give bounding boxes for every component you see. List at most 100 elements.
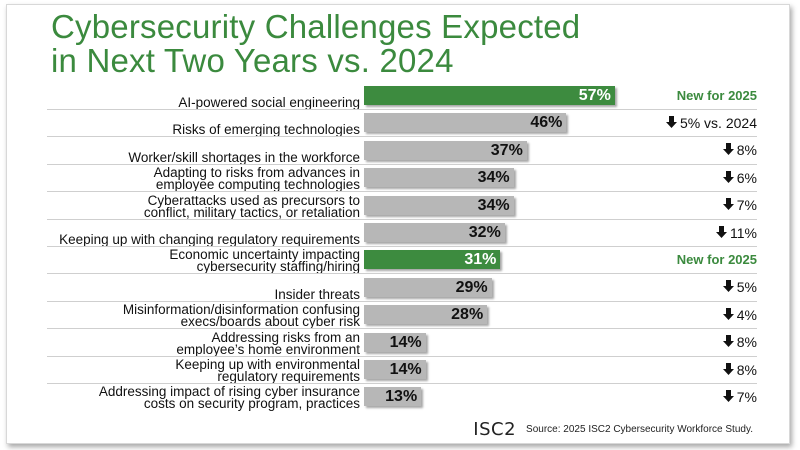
category-label: Cyberattacks used as precursors to confli… — [47, 192, 360, 219]
chart-row: Risks of emerging technologies 46% 5% vs. … — [47, 109, 757, 138]
category-label: Keeping up with environmental regulatory … — [47, 356, 360, 384]
page-title: Cybersecurity Challenges Expected in Nex… — [51, 10, 580, 78]
category-label-line: Addressing impact of rising cyber insura… — [98, 384, 360, 400]
change-vs-2024: 4% — [722, 301, 757, 328]
category-label: Misinformation/disinformation confusing e… — [47, 301, 360, 330]
chart-row: Economic uncertainty impacting cybersecur… — [47, 246, 757, 275]
change-vs-2024: 5% vs. 2024 — [665, 109, 757, 136]
category-label: Worker/skill shortages in the workforce — [47, 137, 360, 165]
chart-row: Worker/skill shortages in the workforce 3… — [47, 137, 757, 165]
bar-value-label: 34% — [477, 169, 510, 187]
category-label-line: Cyberattacks used as precursors to — [147, 192, 360, 208]
title-line-2: in Next Two Years vs. 2024 — [51, 42, 454, 79]
bar-value-label: 13% — [385, 388, 418, 406]
change-text: New for 2025 — [676, 252, 757, 268]
category-label: Keeping up with changing regulatory requ… — [47, 219, 360, 247]
arrow-down-icon — [722, 389, 734, 405]
chart-row: Addressing risks from an employee’s home … — [47, 329, 757, 357]
row-divider — [47, 300, 757, 302]
category-label-line: Risks of emerging technologies — [172, 122, 360, 138]
change-vs-2024: 7% — [722, 192, 757, 219]
row-divider — [47, 383, 757, 384]
change-vs-2024: New for 2025 — [677, 82, 757, 109]
bar — [364, 332, 426, 352]
category-label-line: Keeping up with environmental — [175, 357, 360, 372]
bar-value-label: 57% — [578, 87, 611, 104]
arrow-down-icon — [722, 170, 734, 186]
row-divider — [47, 218, 757, 220]
category-label: Addressing impact of rising cyber insura… — [47, 383, 360, 411]
category-label: Risks of emerging technologies — [47, 109, 360, 138]
source-note: Source: 2025 ISC2 Cybersecurity Workforc… — [526, 424, 753, 435]
bar — [364, 250, 501, 270]
chart-row: Keeping up with changing regulatory requ… — [47, 219, 757, 247]
bar-value-label: 14% — [389, 333, 422, 351]
row-divider — [47, 355, 757, 357]
change-text: 8% — [736, 361, 757, 378]
arrow-down-icon — [716, 225, 728, 241]
change-vs-2024: 11% — [716, 219, 757, 246]
change-vs-2024: New for 2025 — [677, 246, 757, 273]
change-vs-2024: 5% — [722, 274, 757, 301]
category-label-line: execs/boards about cyber risk — [180, 314, 360, 330]
arrow-down-icon — [722, 362, 734, 378]
bar-value-label: 46% — [530, 114, 563, 132]
category-label: Addressing risks from an employee’s home … — [47, 329, 360, 356]
category-label: AI-powered social engineering — [47, 82, 360, 110]
bar — [364, 387, 422, 407]
bar — [364, 277, 492, 297]
category-label: Adapting to risks from advances in employ… — [47, 164, 360, 193]
chart-row: AI-powered social engineering 57% New for … — [47, 82, 757, 110]
category-label-line: employee’s home environment — [176, 341, 360, 357]
change-text: 8% — [736, 142, 757, 159]
row-divider — [47, 163, 757, 165]
bar-value-label: 28% — [451, 306, 484, 324]
change-text: 5% vs. 2024 — [679, 114, 757, 131]
change-vs-2024: 8% — [722, 137, 757, 164]
category-label-line: employee computing technologies — [155, 177, 360, 193]
category-label-line: Insider threats — [274, 286, 360, 302]
category-label-line: Keeping up with changing regulatory requ… — [59, 232, 360, 247]
arrow-down-icon — [722, 279, 734, 295]
category-label: Insider threats — [47, 274, 360, 302]
change-vs-2024: 8% — [722, 329, 757, 356]
category-label-line: regulatory requirements — [217, 369, 360, 384]
bar-value-label: 34% — [477, 196, 510, 214]
bar — [364, 86, 615, 105]
change-text: 5% — [736, 279, 757, 296]
bar-value-label: 14% — [389, 361, 422, 378]
bar-value-label: 29% — [455, 278, 488, 296]
category-label-line: AI-powered social engineering — [178, 95, 360, 110]
arrow-down-icon — [722, 142, 734, 158]
row-divider — [47, 109, 757, 110]
chart-row: Cyberattacks used as precursors to confli… — [47, 192, 757, 220]
change-vs-2024: 7% — [722, 383, 757, 410]
change-text: New for 2025 — [676, 88, 757, 103]
category-label-line: Worker/skill shortages in the workforce — [128, 149, 360, 165]
footer: ISC2 Source: 2025 ISC2 Cybersecurity Wor… — [473, 419, 753, 440]
bar — [364, 223, 505, 242]
category-label-line: conflict, military tactics, or retaliati… — [143, 204, 360, 220]
category-label-line: Misinformation/disinformation confusing — [122, 302, 360, 318]
chart-row: Misinformation/disinformation confusing e… — [47, 301, 757, 330]
bar — [364, 168, 514, 188]
arrow-down-icon — [722, 197, 734, 213]
chart-row: Addressing impact of rising cyber insura… — [47, 383, 757, 411]
category-label: Economic uncertainty impacting cybersecur… — [47, 246, 360, 275]
title-line-1: Cybersecurity Challenges Expected — [51, 8, 581, 45]
chart-row: Adapting to risks from advances in employ… — [47, 164, 757, 193]
arrow-down-icon — [722, 334, 734, 350]
row-divider — [47, 136, 757, 138]
change-text: 11% — [730, 224, 757, 241]
category-label-line: Addressing risks from an — [211, 329, 360, 345]
change-text: 4% — [736, 306, 757, 323]
bar — [364, 360, 426, 379]
row-divider — [47, 328, 757, 330]
change-text: 7% — [736, 388, 757, 405]
category-label-line: cybersecurity staffing/hiring — [196, 259, 360, 275]
bar — [364, 113, 567, 133]
chart-row: Keeping up with environmental regulatory … — [47, 356, 757, 384]
bar — [364, 195, 514, 215]
category-label-line: Adapting to risks from advances in — [153, 165, 360, 181]
bar-value-label: 32% — [468, 224, 501, 241]
